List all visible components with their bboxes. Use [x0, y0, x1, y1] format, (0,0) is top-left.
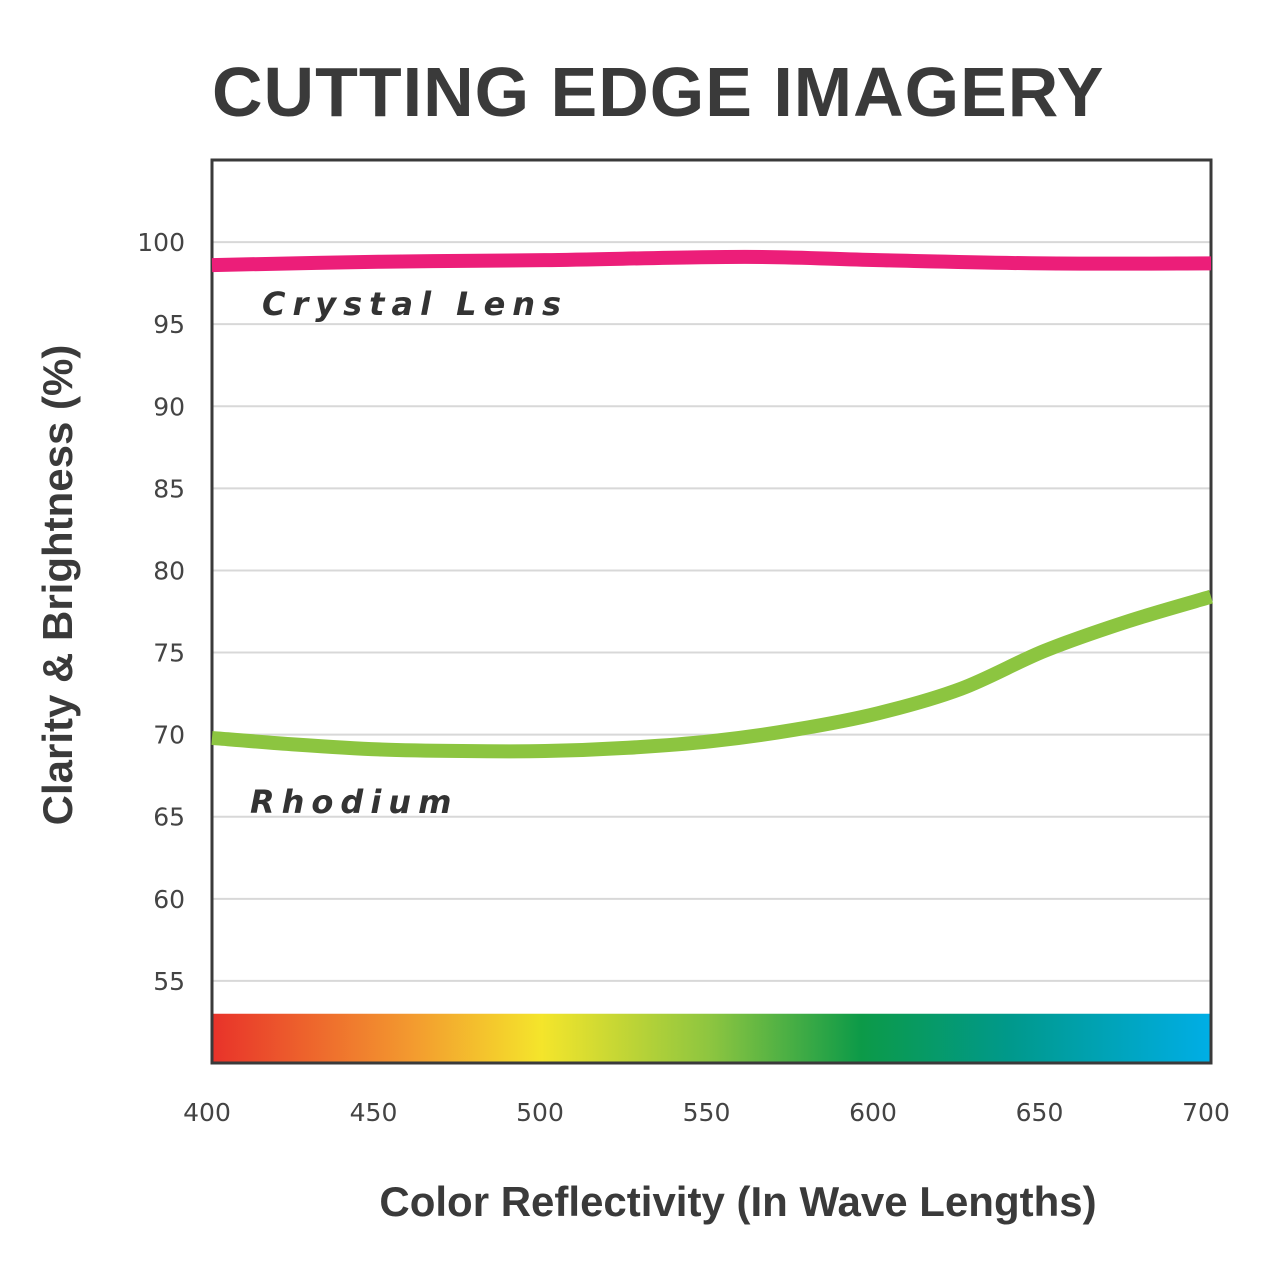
y-tick-label: 70 [153, 721, 185, 750]
x-tick-label: 450 [350, 1098, 398, 1127]
y-tick-label: 55 [153, 967, 185, 996]
x-axis-label: Color Reflectivity (In Wave Lengths) [379, 1178, 1097, 1225]
x-tick-label: 600 [849, 1098, 897, 1127]
x-tick-label: 500 [516, 1098, 564, 1127]
y-tick-label: 60 [153, 885, 185, 914]
x-tick-label: 650 [1016, 1098, 1064, 1127]
y-tick-label: 100 [137, 228, 185, 257]
y-tick-label: 80 [153, 556, 185, 585]
y-tick-label: 75 [153, 639, 185, 668]
series-label-rhodium: Rhodium [250, 783, 458, 821]
chart-title: CUTTING EDGE IMAGERY [212, 53, 1105, 131]
plot-frame [210, 158, 1213, 1065]
y-tick-label: 90 [153, 392, 185, 421]
series-line-crystal-lens [211, 249, 1212, 273]
y-tick-label: 85 [153, 474, 185, 503]
x-tick-label: 700 [1182, 1098, 1230, 1127]
y-tick-label: 65 [153, 803, 185, 832]
x-tick-label: 550 [683, 1098, 731, 1127]
y-tick-label: 95 [153, 310, 185, 339]
spectrum-band [212, 1013, 1211, 1063]
x-tick-label: 400 [183, 1098, 231, 1127]
series-label-crystal-lens: Crystal Lens [262, 285, 568, 323]
series-line-rhodium [211, 590, 1213, 759]
